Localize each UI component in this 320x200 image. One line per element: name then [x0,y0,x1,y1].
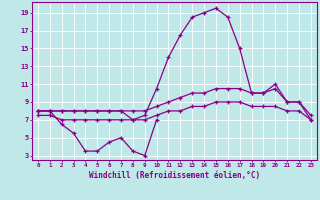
X-axis label: Windchill (Refroidissement éolien,°C): Windchill (Refroidissement éolien,°C) [89,171,260,180]
